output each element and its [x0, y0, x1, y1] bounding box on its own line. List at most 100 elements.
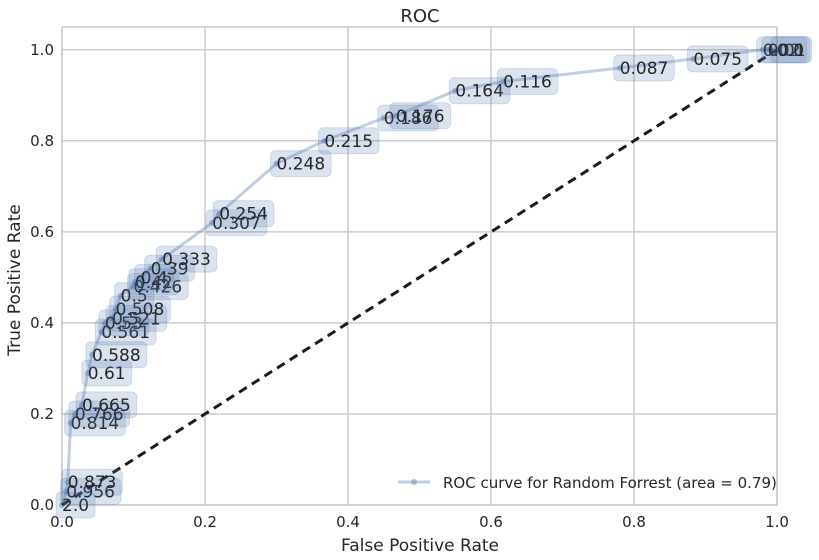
roc-point	[616, 64, 623, 71]
roc-point	[500, 78, 507, 85]
roc-point	[71, 410, 78, 417]
roc-point	[452, 87, 459, 94]
roc-point	[67, 420, 74, 427]
threshold-label-box	[105, 304, 168, 332]
threshold-label-box	[98, 309, 150, 337]
threshold-label: 0.01	[761, 36, 813, 64]
x-tick-label: 1.0	[765, 513, 789, 531]
roc-point	[98, 329, 105, 336]
threshold-label: 0.176	[389, 102, 452, 130]
threshold-label-text: 0.61	[88, 364, 126, 384]
x-tick-label: 0.8	[622, 513, 646, 531]
threshold-label: 0.333	[155, 245, 218, 273]
threshold-label-text: 0.53	[105, 314, 143, 334]
y-axis-label: True Positive Rate	[5, 204, 25, 356]
threshold-label: 0.521	[105, 304, 168, 332]
axes-frame	[61, 26, 778, 506]
threshold-label: 0.075	[686, 45, 749, 73]
threshold-label-text: 0.426	[134, 277, 183, 297]
threshold-label-box	[144, 254, 196, 282]
roc-point	[89, 351, 96, 358]
threshold-label-text: 0.075	[693, 50, 742, 70]
threshold-label-box	[75, 391, 138, 419]
threshold-label: 0.665	[75, 391, 138, 419]
threshold-label: 0.588	[85, 341, 148, 369]
roc-point	[159, 256, 166, 263]
threshold-label: 0.42	[128, 268, 180, 296]
x-tick-label: 0.0	[50, 513, 74, 531]
roc-point	[117, 292, 124, 299]
threshold-label-text: 0.116	[503, 73, 552, 93]
threshold-label-text: 0.588	[92, 346, 141, 366]
threshold-label-text: 0.01	[768, 41, 806, 61]
threshold-label: 0.307	[205, 209, 268, 237]
roc-point	[273, 160, 280, 167]
roc-point	[79, 401, 86, 408]
y-tick-label: 0.2	[30, 405, 54, 423]
threshold-label-box	[61, 468, 123, 496]
threshold-label: 0.5	[114, 282, 155, 310]
y-tick-label: 0.8	[30, 132, 54, 150]
threshold-label: 0.164	[448, 77, 511, 105]
roc-point	[137, 274, 144, 281]
threshold-label-box	[85, 341, 148, 369]
roc-point	[690, 55, 697, 62]
x-tick-label: 0.2	[193, 513, 217, 531]
threshold-label-box	[389, 102, 452, 130]
threshold-label-box	[496, 68, 559, 96]
threshold-label-text: 0.508	[116, 300, 165, 320]
roc-point	[764, 46, 771, 53]
threshold-label-text: 0.665	[82, 396, 131, 416]
threshold-label-text: 0.873	[68, 473, 117, 493]
threshold-label: 0.4	[134, 263, 175, 291]
threshold-label: 0.02	[756, 36, 808, 64]
threshold-label-box	[756, 36, 808, 64]
threshold-label-box	[317, 127, 380, 155]
threshold-label-box	[81, 359, 133, 387]
threshold-label-box	[205, 209, 268, 237]
plot-frame	[61, 26, 778, 506]
threshold-label: 0.508	[109, 295, 171, 323]
threshold-label-box	[448, 77, 511, 105]
threshold-label-box	[212, 200, 275, 228]
threshold-label-box	[64, 409, 126, 437]
threshold-label-box	[128, 268, 180, 296]
threshold-label-text: 0.333	[162, 250, 211, 270]
threshold-label-text: 0.561	[101, 323, 150, 343]
threshold-label: 0.814	[64, 409, 126, 437]
roc-point	[759, 46, 766, 53]
threshold-label-text: 0.176	[396, 107, 445, 127]
chart-title: ROC	[400, 6, 439, 27]
threshold-label-text: 0.956	[66, 482, 115, 502]
threshold-label-text: 0.087	[620, 59, 669, 79]
roc-point	[84, 369, 91, 376]
y-tick-label: 0.6	[30, 223, 54, 241]
roc-point	[63, 488, 70, 495]
ticks-layer: 0.0 0.2 0.4 0.6 0.8 1.0 0.0 0.2 0.4 0.6 0.8 1.0	[30, 41, 789, 531]
threshold-label: 0.766	[68, 400, 131, 428]
threshold-label-box	[109, 295, 171, 323]
threshold-label-text: 2.0	[62, 496, 89, 516]
threshold-label-box	[761, 36, 813, 64]
threshold-label-text: 0.814	[71, 414, 120, 434]
roc-point	[380, 115, 387, 122]
chance-diagonal-line	[61, 48, 778, 507]
threshold-label-box	[613, 54, 675, 82]
x-tick-label: 0.6	[479, 513, 503, 531]
roc-point	[321, 137, 328, 144]
threshold-label-text: 0.254	[219, 205, 268, 225]
roc-point	[101, 319, 108, 326]
roc-point	[392, 112, 399, 119]
threshold-label-text: 0.42	[135, 273, 173, 293]
roc-point	[147, 265, 154, 272]
roc-point	[64, 479, 71, 486]
threshold-label: 0.254	[212, 200, 275, 228]
roc-point	[131, 278, 138, 285]
roc-point	[109, 315, 116, 322]
series-layer	[59, 46, 780, 508]
threshold-label: 0.215	[317, 127, 380, 155]
threshold-label: 0.873	[61, 468, 123, 496]
threshold-label-text: 0.248	[277, 155, 326, 175]
threshold-label: 0.426	[127, 272, 189, 300]
